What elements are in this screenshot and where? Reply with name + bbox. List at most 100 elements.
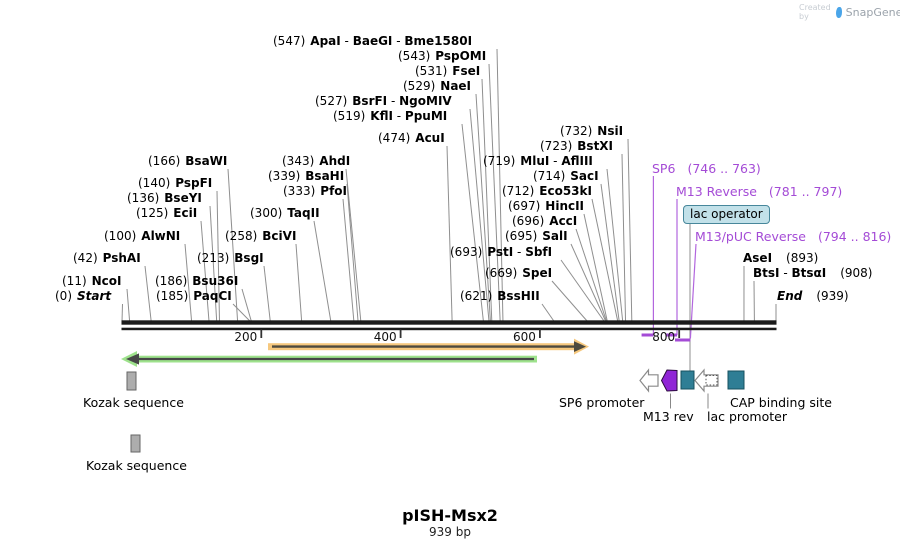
enzyme-site-label[interactable]: (723) BstXI [540,139,613,153]
enzyme-site-label[interactable]: (695) SalI [505,229,568,243]
enzyme-leader-line [461,123,484,323]
enzyme-site-label[interactable]: (186) Bsu36I [155,274,238,288]
enzyme-site-label[interactable]: (714) SacI [533,169,599,183]
enzyme-name: AlwNI [141,229,181,243]
enzyme-site-label[interactable]: (669) SpeI [485,266,552,280]
feature-caption-sp6-promoter[interactable]: SP6 promoter [559,395,645,410]
enzyme-site-label[interactable]: (719) MluI - AflIII [483,154,593,168]
primer-name: SP6 [652,161,676,176]
primer-label[interactable]: M13/pUC Reverse (794 .. 816) [695,230,891,244]
feature-caption-lac-promoter[interactable]: lac promoter [707,409,787,424]
enzyme-site-label[interactable]: AseI (893) [743,251,818,265]
enzyme-site-label[interactable]: (621) BssHII [460,289,540,303]
plasmid-title: pISH-Msx2 [402,506,498,525]
ruler-tick-label: 400 [373,330,397,344]
enzyme-name: BtsαI [791,266,827,280]
feature-m13-rev-arrow[interactable] [660,369,678,392]
enzyme-site-label[interactable]: (693) PstI - SbfI [450,245,553,259]
enzyme-name: PpuMI [404,109,448,123]
lac-operator-label[interactable]: lac operator [683,205,770,224]
enzyme-position: (474) [378,131,411,145]
enzyme-site-label[interactable]: (343) AhdI [282,154,350,168]
enzyme-site-label[interactable]: (732) NsiI [560,124,623,138]
ruler-tick-label: 800 [652,330,676,344]
feature-lac-operator-box[interactable] [680,370,695,390]
kozak-sequence-box[interactable] [126,371,137,391]
enzyme-name: BsaHI [305,169,345,183]
enzyme-site-label[interactable]: (0) Start [55,289,111,303]
feature-cap-binding-site-box[interactable] [727,370,745,390]
feature-sp6-promoter-arrow[interactable] [639,368,659,393]
enzyme-name: NaeI [440,79,472,93]
enzyme-site-label[interactable]: (258) BciVI [225,229,296,243]
enzyme-name: NgoMIV [399,94,452,108]
enzyme-leader-line [583,213,608,323]
enzyme-site-label[interactable]: (527) BsrFI - NgoMIV [315,94,452,108]
enzyme-name: MluI [520,154,550,168]
enzyme-name: NsiI [597,124,624,138]
enzyme-leader-line [144,265,152,323]
enzyme-site-label[interactable]: (125) EciI [136,206,197,220]
enzyme-site-label[interactable]: (166) BsaWI [148,154,227,168]
enzyme-site-label[interactable]: (213) BsgI [197,251,264,265]
kozak-sequence-box[interactable] [130,434,141,453]
kozak-sequence-label[interactable]: Kozak sequence [83,395,184,410]
enzyme-position: (693) [450,245,483,259]
enzyme-leader-line [570,243,607,323]
enzyme-site-label[interactable]: (531) FseI [415,64,480,78]
enzyme-site-label[interactable]: (712) Eco53kI [502,184,592,198]
enzyme-name: SpeI [522,266,553,280]
enzyme-leader-line [232,303,252,323]
enzyme-position: (696) [512,214,545,228]
enzyme-position: (723) [540,139,573,153]
feature-caption-cap-binding-site[interactable]: CAP binding site [730,395,832,410]
primer-segment[interactable] [665,333,678,337]
enzyme-site-label[interactable]: End (939) [777,289,849,303]
enzyme-name: BsgI [234,251,264,265]
enzyme-name: ApaI [310,34,341,48]
primer-label[interactable]: SP6 (746 .. 763) [652,162,761,176]
enzyme-site-label[interactable]: (339) BsaHI [268,169,344,183]
enzyme-site-label[interactable]: (333) PfoI [283,184,347,198]
enzyme-position: (697) [508,199,541,213]
enzyme-site-label[interactable]: (529) NaeI [403,79,471,93]
enzyme-site-label[interactable]: (185) PaqCI [156,289,232,303]
primer-segment[interactable] [641,333,654,337]
enzyme-site-label[interactable]: (11) NcoI [62,274,122,288]
enzyme-leader-line [551,280,589,323]
enzyme-position: (621) [460,289,493,303]
enzyme-position: (908) [840,266,873,280]
primer-label[interactable]: M13 Reverse (781 .. 797) [676,185,842,199]
enzyme-leader-line [488,63,501,323]
enzyme-position: (893) [786,251,819,265]
enzyme-site-label[interactable]: (543) PspOMI [398,49,486,63]
enzyme-site-label[interactable]: (300) TaqII [250,206,320,220]
enzyme-site-label[interactable]: (547) ApaI - BaeGI - Bme1580I [273,34,473,48]
enzyme-position: (939) [816,289,849,303]
feature-lac-promoter-arrow[interactable] [694,368,719,393]
enzyme-leader-line [600,183,620,323]
kozak-sequence-label[interactable]: Kozak sequence [86,458,187,473]
enzyme-site-label[interactable]: (42) PshAI [73,251,141,265]
enzyme-position: (166) [148,154,181,168]
enzyme-site-label[interactable]: (519) KflI - PpuMI [333,109,448,123]
enzyme-leader-line [560,259,606,323]
enzyme-leader-line [313,220,332,323]
enzyme-site-label[interactable]: (474) AcuI [378,131,445,145]
enzyme-site-label[interactable]: (100) AlwNI [104,229,180,243]
enzyme-site-label[interactable]: (136) BseYI [127,191,202,205]
feature-caption-m13-rev[interactable]: M13 rev [643,409,694,424]
primer-range: (781 .. 797) [768,184,843,199]
enzyme-site-label[interactable]: (696) AccI [512,214,577,228]
enzyme-site-label[interactable]: BtsI - BtsαI (908) [753,266,873,280]
enzyme-name: AhdI [319,154,351,168]
enzyme-leader-line [216,190,221,323]
enzyme-site-label[interactable]: (697) HincII [508,199,584,213]
enzyme-leader-line [126,288,131,323]
enzyme-name: PspFI [175,176,213,190]
primer-segment[interactable] [675,338,691,342]
enzyme-position: (339) [268,169,301,183]
enzyme-site-label[interactable]: (140) PspFI [138,176,212,190]
enzyme-leader-line [591,198,619,323]
